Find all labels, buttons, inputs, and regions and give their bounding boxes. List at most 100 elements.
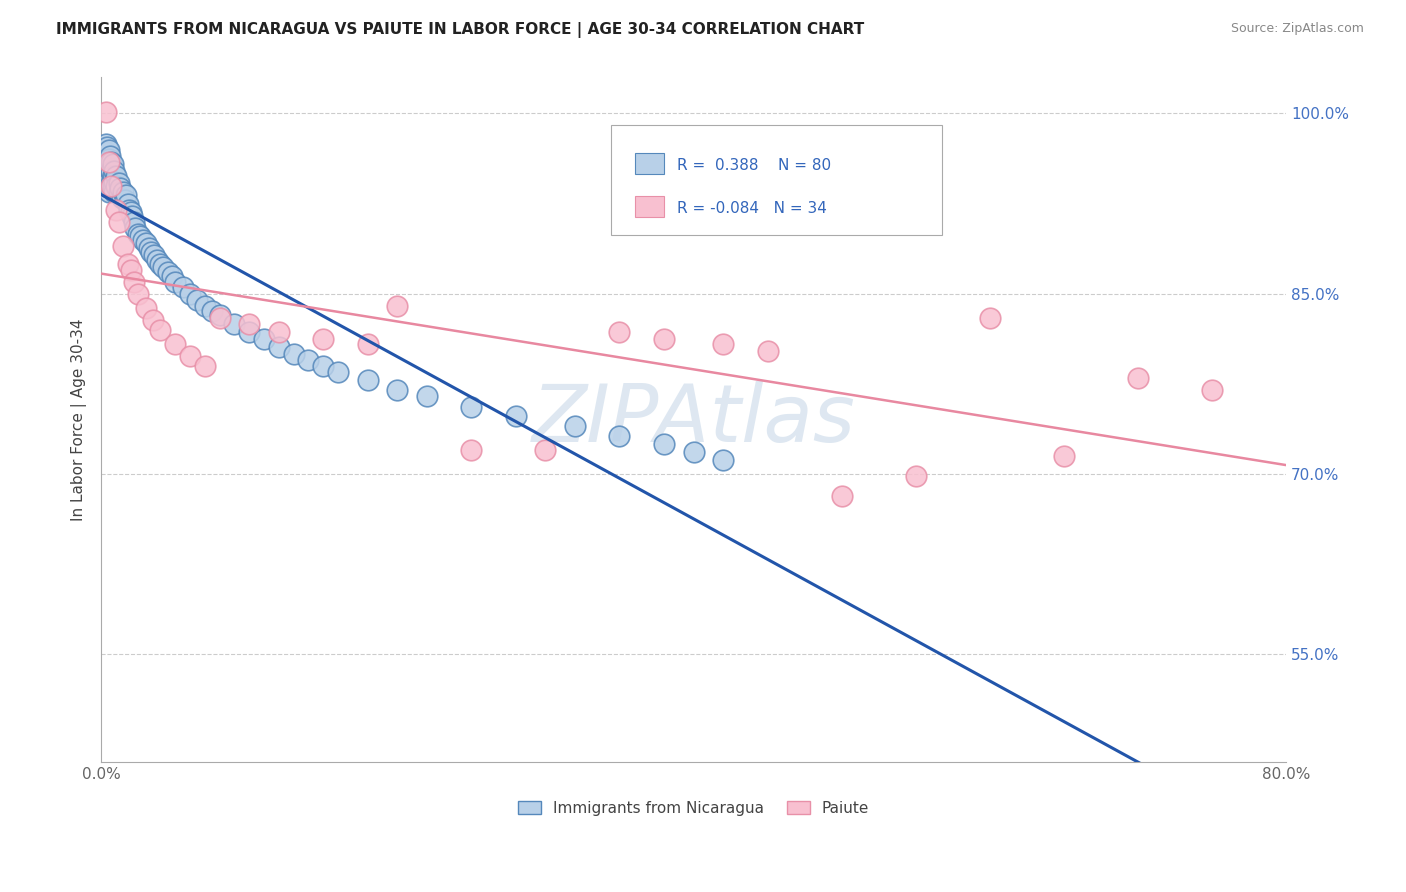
Point [110, 181, 132, 195]
Point [979, 310, 1001, 325]
Point [104, 169, 127, 183]
Point [93, 143, 115, 157]
Point [904, 469, 927, 483]
Point [97, 185, 120, 199]
Point [122, 214, 145, 228]
Point [94, 157, 117, 171]
Point [127, 286, 149, 301]
Point [135, 301, 157, 315]
Point [208, 309, 231, 323]
Point [103, 185, 125, 199]
Point [208, 310, 231, 325]
Point [149, 257, 172, 271]
Point [94, 105, 117, 120]
Point [101, 157, 124, 171]
FancyBboxPatch shape [610, 126, 942, 235]
Point [117, 196, 139, 211]
Point [312, 333, 335, 347]
Point [141, 244, 163, 259]
Point [100, 154, 122, 169]
Point [112, 185, 135, 199]
Y-axis label: In Labor Force | Age 30-34: In Labor Force | Age 30-34 [72, 318, 87, 521]
Point [1201, 383, 1223, 397]
Point [97, 161, 120, 175]
Point [103, 175, 125, 189]
Point [652, 437, 675, 451]
Point [652, 333, 675, 347]
Point [711, 337, 734, 351]
Point [93, 154, 115, 169]
Point [609, 428, 631, 442]
Point [120, 262, 142, 277]
Point [93, 148, 115, 162]
Text: Source: ZipAtlas.com: Source: ZipAtlas.com [1230, 22, 1364, 36]
Point [118, 202, 141, 217]
Point [165, 337, 187, 351]
Point [108, 214, 131, 228]
Point [156, 265, 179, 279]
Point [179, 286, 201, 301]
Text: IMMIGRANTS FROM NICARAGUA VS PAIUTE IN LABOR FORCE | AGE 30-34 CORRELATION CHART: IMMIGRANTS FROM NICARAGUA VS PAIUTE IN L… [56, 22, 865, 38]
Point [201, 303, 224, 318]
Point [101, 169, 124, 183]
Point [831, 489, 853, 503]
Point [1126, 371, 1149, 385]
Point [224, 317, 246, 331]
Point [297, 352, 319, 367]
Point [564, 419, 586, 434]
Point [124, 220, 146, 235]
Point [117, 257, 139, 271]
Point [114, 193, 136, 207]
Point [326, 365, 349, 379]
Point [312, 359, 335, 373]
Point [112, 238, 135, 252]
Point [108, 185, 131, 199]
Point [97, 143, 120, 157]
Point [609, 325, 631, 339]
Point [94, 145, 117, 159]
Text: R =  0.388    N = 80: R = 0.388 N = 80 [676, 158, 831, 173]
Point [416, 389, 439, 403]
Point [194, 299, 217, 313]
Point [267, 325, 290, 339]
Point [357, 373, 380, 387]
Point [98, 148, 121, 162]
Point [357, 337, 380, 351]
Point [756, 344, 779, 359]
Point [387, 383, 409, 397]
Point [101, 178, 124, 193]
Point [108, 176, 131, 190]
Point [97, 152, 120, 166]
Text: ZIPAtlas: ZIPAtlas [531, 381, 855, 459]
Point [121, 209, 143, 223]
Point [135, 236, 157, 251]
Point [238, 317, 260, 331]
Point [120, 205, 142, 219]
Point [103, 164, 125, 178]
Point [711, 452, 734, 467]
Point [165, 275, 187, 289]
Point [160, 268, 183, 283]
Point [179, 349, 201, 363]
Point [100, 164, 122, 178]
Legend: Immigrants from Nicaragua, Paiute: Immigrants from Nicaragua, Paiute [510, 793, 877, 823]
Point [98, 181, 121, 195]
Point [267, 340, 290, 354]
Point [104, 202, 127, 217]
Point [138, 241, 160, 255]
Point [149, 323, 172, 337]
Text: R = -0.084   N = 34: R = -0.084 N = 34 [676, 202, 827, 217]
Point [111, 191, 134, 205]
Point [96, 169, 118, 183]
Point [1053, 449, 1076, 463]
Point [238, 325, 260, 339]
Point [100, 178, 122, 193]
Point [460, 442, 482, 457]
Point [682, 445, 704, 459]
Point [97, 172, 120, 186]
Point [98, 161, 121, 175]
Point [131, 233, 153, 247]
Point [122, 275, 145, 289]
Point [460, 400, 482, 414]
Point [128, 229, 150, 244]
